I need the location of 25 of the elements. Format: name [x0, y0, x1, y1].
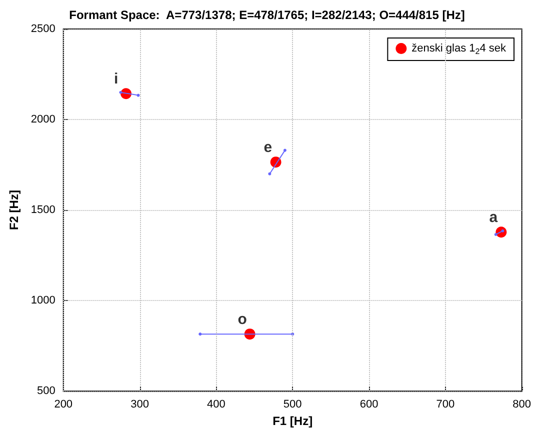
point [136, 94, 140, 97]
point [119, 90, 122, 94]
annotation: a [489, 209, 498, 226]
x-tick-label: 500 [283, 398, 302, 411]
x-axis-title: F1 [Hz] [272, 414, 313, 428]
annotation: i [114, 70, 118, 88]
point [268, 172, 272, 176]
point [283, 148, 286, 152]
x-tick-label: 400 [207, 398, 226, 411]
x-tick-label: 800 [512, 398, 532, 411]
y-tick-label: 2500 [30, 23, 56, 35]
x-tick-label: 300 [130, 398, 149, 411]
x-tick-label: 600 [360, 398, 378, 411]
y-axis-title: F2 [Hz] [7, 190, 21, 230]
y-tick-label: 1500 [30, 204, 56, 216]
y-tick-label: 2000 [30, 114, 56, 126]
x-tick-label: 200 [54, 398, 73, 411]
annotation: o [238, 311, 247, 328]
point [494, 232, 498, 236]
annotation: e [264, 139, 272, 156]
y-tick-label: 1000 [30, 294, 56, 307]
point [198, 332, 202, 336]
y-tick-label: 500 [37, 385, 56, 398]
x-tick-label: 700 [436, 398, 455, 411]
chart-title: Formant Space: A=773/1378; E=478/1765; I=282/2143; O=444/815 [Hz] [69, 8, 465, 22]
